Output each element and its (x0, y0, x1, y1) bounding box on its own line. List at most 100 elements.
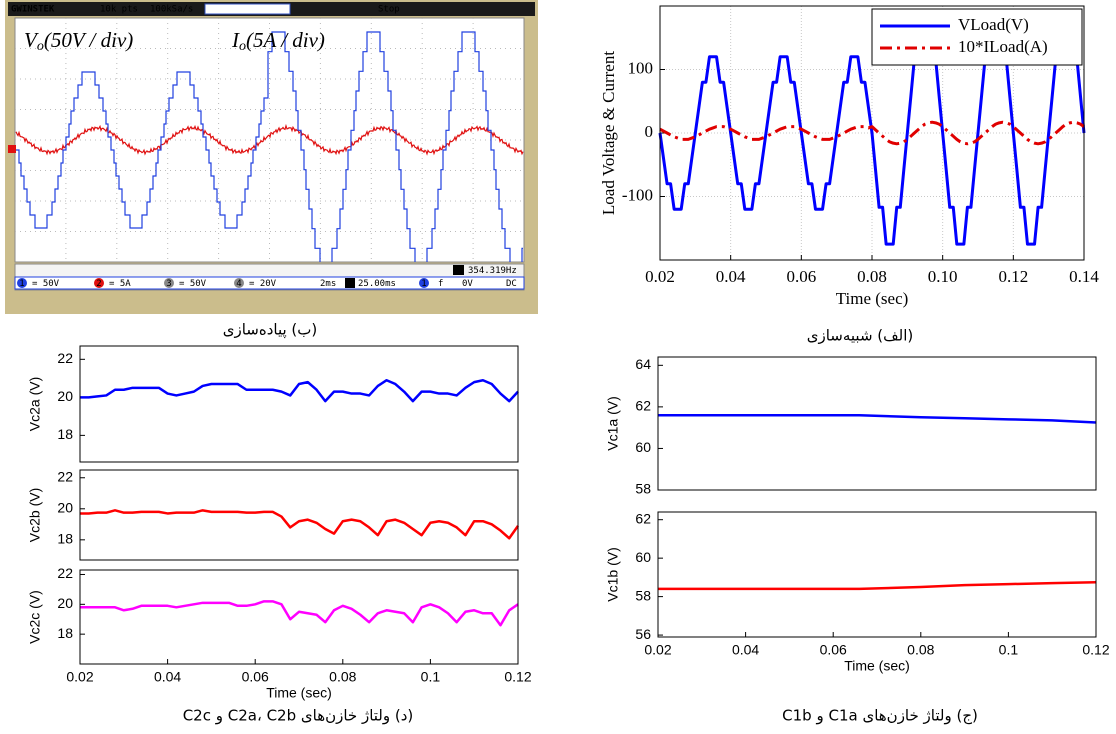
y-tick-label: 62 (635, 510, 651, 526)
axes-box (79, 469, 519, 561)
channel-badge (234, 278, 244, 288)
status-strip (14, 276, 525, 290)
x-tick-label: 0.06 (786, 267, 816, 286)
series-line (659, 120, 1085, 146)
trigger-slope: f (438, 279, 443, 289)
caption: (ب) پیاده‌سازی (223, 321, 318, 340)
axes-box (659, 5, 1085, 261)
freq-icon: F (455, 266, 460, 276)
trigger-source: 1 (421, 279, 426, 289)
x-tick-label: 0.14 (1069, 267, 1099, 286)
series-line (658, 580, 1097, 591)
x-tick-label: 0.08 (907, 642, 934, 658)
channel-id: 4 (236, 279, 241, 289)
y-tick-label: -100 (622, 185, 653, 204)
scope-voltage-trace (16, 31, 523, 262)
y-axis-label: Vc1a (V) (605, 396, 621, 450)
x-tick-label: 0.12 (1082, 642, 1109, 658)
channel-id: 1 (19, 279, 24, 289)
x-axis-label: Time (sec) (844, 658, 910, 674)
x-tick-label: 0.06 (820, 642, 847, 658)
delay-icon: H (347, 279, 352, 289)
y-axis-label: Vc1b (V) (605, 547, 621, 601)
axes-box (79, 569, 519, 665)
channel-scale: = 20V (249, 279, 277, 289)
x-tick-label: 0.04 (732, 642, 759, 658)
plot-area (80, 346, 518, 462)
x-tick-label: 0.04 (716, 267, 746, 286)
y-tick-label: 60 (635, 439, 651, 455)
trigger-badge (419, 278, 429, 288)
series-line (80, 378, 519, 403)
y-axis-label: Vc2c (V) (27, 590, 43, 644)
series-line (658, 413, 1097, 424)
y-tick-label: 22 (57, 565, 73, 581)
series-line (80, 509, 520, 540)
y-tick-label: 20 (57, 499, 73, 515)
x-tick-label: 0.12 (998, 267, 1028, 286)
y-axis-label: Vc2a (V) (27, 377, 43, 431)
x-tick-label: 0.08 (857, 267, 887, 286)
x-axis-label: Time (sec) (836, 289, 909, 308)
channel-id: 2 (96, 279, 101, 289)
plot-area (80, 570, 518, 664)
delay: 25.00ms (358, 279, 396, 289)
caption: (ج) ولتاژ خازن‌های C1a و C1b (782, 707, 978, 726)
y-tick-label: 18 (57, 625, 73, 641)
channel-badge (94, 278, 104, 288)
scope-trace-label: Io(5A / div) (231, 28, 325, 54)
scope-marker (8, 145, 16, 153)
y-tick-label: 0 (645, 122, 654, 141)
symbol: V (24, 28, 39, 52)
x-tick-label: 0.1 (999, 642, 1019, 658)
trigger-coupling: DC (506, 279, 517, 289)
x-tick-label: 0.12 (504, 669, 531, 685)
symbol: I (231, 28, 240, 52)
x-axis-label: Time (sec) (266, 685, 332, 701)
caption: (الف) شبیه‌سازی (807, 327, 914, 345)
y-tick-label: 18 (57, 531, 73, 547)
y-tick-label: 22 (57, 350, 73, 366)
x-tick-label: 0.1 (421, 669, 441, 685)
y-axis-label: Load Voltage & Current (599, 51, 618, 215)
series-line (80, 600, 519, 627)
y-tick-label: 100 (628, 58, 654, 77)
scope-state: Stop (378, 5, 400, 15)
scope-rate: 100kSa/s (150, 5, 193, 15)
x-tick-label: 0.02 (644, 642, 671, 658)
legend-box (871, 8, 1083, 66)
timebase: 2ms (320, 279, 336, 289)
y-tick-label: 18 (57, 426, 73, 442)
subscript: o (239, 39, 246, 54)
caption: (د) ولتاژ خازن‌های C2a، C2b و C2c (183, 707, 414, 725)
plot-area (80, 470, 518, 560)
scope-memory-bar (204, 3, 291, 15)
scope-screen (14, 17, 525, 263)
subscript: o (37, 39, 44, 54)
plot-area (658, 357, 1096, 490)
x-tick-label: 0.06 (242, 669, 269, 685)
x-tick-label: 0.02 (66, 669, 93, 685)
x-tick-label: 0.10 (928, 267, 958, 286)
freq-icon-box (453, 265, 464, 275)
channel-badge (164, 278, 174, 288)
scope-frequency: 354.319Hz (468, 266, 517, 276)
y-tick-label: 22 (57, 468, 73, 484)
legend-label: VLoad(V) (958, 15, 1029, 34)
scale: (50V / div) (44, 28, 133, 52)
x-tick-label: 0.08 (329, 669, 356, 685)
series-line (658, 20, 1086, 246)
delay-icon-box (345, 278, 355, 288)
legend-label: 10*ILoad(A) (958, 37, 1048, 56)
scale: (5A / div) (246, 28, 325, 52)
channel-scale: = 50V (32, 279, 60, 289)
y-tick-label: 20 (57, 388, 73, 404)
channel-scale: = 5A (109, 279, 131, 289)
scope-current-trace (15, 123, 524, 156)
y-tick-label: 58 (635, 481, 651, 497)
y-tick-label: 20 (57, 595, 73, 611)
y-tick-label: 56 (635, 626, 651, 642)
y-tick-label: 58 (635, 587, 651, 603)
